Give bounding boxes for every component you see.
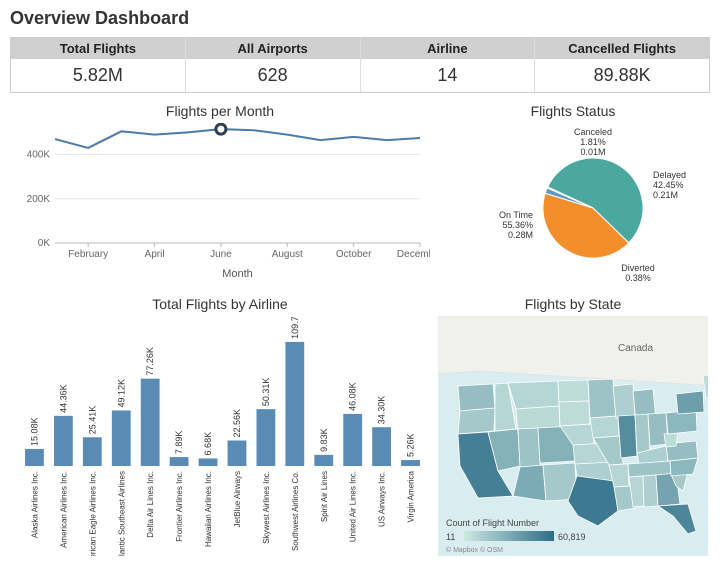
line-chart-title: Flights per Month bbox=[10, 103, 430, 119]
svg-text:Delayed: Delayed bbox=[653, 170, 686, 180]
svg-text:0.28M: 0.28M bbox=[508, 230, 533, 240]
svg-text:77.26K: 77.26K bbox=[145, 347, 155, 376]
svg-text:American Eagle Airlines Inc.: American Eagle Airlines Inc. bbox=[88, 471, 97, 556]
kpi-all-airports: All Airports 628 bbox=[186, 38, 361, 92]
svg-text:Spirit Air Lines: Spirit Air Lines bbox=[320, 471, 329, 522]
svg-text:55.36%: 55.36% bbox=[502, 220, 533, 230]
kpi-row: Total Flights 5.82M All Airports 628 Air… bbox=[10, 37, 710, 93]
svg-text:Month: Month bbox=[222, 268, 253, 280]
page-title: Overview Dashboard bbox=[10, 8, 710, 29]
svg-text:On Time: On Time bbox=[499, 210, 533, 220]
svg-text:0K: 0K bbox=[38, 238, 51, 249]
svg-text:United Air Lines Inc.: United Air Lines Inc. bbox=[349, 471, 358, 542]
svg-text:109.78K: 109.78K bbox=[290, 316, 300, 339]
svg-text:Delta Air Lines Inc.: Delta Air Lines Inc. bbox=[146, 471, 155, 538]
svg-text:6.68K: 6.68K bbox=[203, 432, 213, 456]
pie-chart-title: Flights Status bbox=[438, 103, 708, 119]
svg-text:Frontier Airlines Inc.: Frontier Airlines Inc. bbox=[175, 471, 184, 542]
kpi-value: 14 bbox=[361, 59, 535, 92]
svg-text:American Airlines Inc.: American Airlines Inc. bbox=[59, 471, 68, 548]
svg-text:7.89K: 7.89K bbox=[174, 431, 184, 455]
kpi-value: 5.82M bbox=[11, 59, 185, 92]
kpi-total-flights: Total Flights 5.82M bbox=[11, 38, 186, 92]
svg-text:Canceled: Canceled bbox=[574, 127, 612, 137]
svg-text:5.26K: 5.26K bbox=[406, 434, 416, 458]
svg-text:9.83K: 9.83K bbox=[319, 428, 329, 452]
svg-text:Count of Flight Number: Count of Flight Number bbox=[446, 518, 539, 528]
svg-text:Alaska Airlines Inc.: Alaska Airlines Inc. bbox=[30, 471, 39, 538]
bar-chart-title: Total Flights by Airline bbox=[10, 296, 430, 312]
svg-text:50.31K: 50.31K bbox=[261, 378, 271, 407]
svg-text:49.12K: 49.12K bbox=[116, 379, 126, 408]
kpi-label: Total Flights bbox=[11, 38, 185, 59]
map-chart-title: Flights by State bbox=[438, 296, 708, 312]
svg-text:October: October bbox=[336, 249, 372, 260]
kpi-airline: Airline 14 bbox=[361, 38, 536, 92]
svg-text:December: December bbox=[397, 249, 430, 260]
svg-text:46.08K: 46.08K bbox=[348, 382, 358, 411]
svg-text:June: June bbox=[210, 249, 232, 260]
line-chart[interactable]: Flights per Month 0K 200K 400K February Apri… bbox=[10, 103, 430, 288]
svg-text:0.38%: 0.38% bbox=[625, 273, 651, 283]
svg-text:Atlantic Southeast Airlines: Atlantic Southeast Airlines bbox=[117, 471, 126, 556]
svg-text:Skywest Airlines Inc.: Skywest Airlines Inc. bbox=[262, 471, 271, 544]
kpi-label: All Airports bbox=[186, 38, 360, 59]
svg-text:0.21M: 0.21M bbox=[653, 190, 678, 200]
svg-text:Hawaiian Airlines Inc.: Hawaiian Airlines Inc. bbox=[204, 471, 213, 547]
svg-text:1.81%: 1.81% bbox=[580, 137, 606, 147]
kpi-cancelled: Cancelled Flights 89.88K bbox=[535, 38, 709, 92]
svg-text:400K: 400K bbox=[27, 150, 51, 161]
svg-text:US Airways Inc.: US Airways Inc. bbox=[378, 471, 387, 527]
kpi-value: 89.88K bbox=[535, 59, 709, 92]
map-chart[interactable]: Flights by State Canada Count of Flight N… bbox=[438, 296, 708, 561]
svg-text:Southwest Airlines Co.: Southwest Airlines Co. bbox=[291, 471, 300, 551]
svg-text:11: 11 bbox=[446, 532, 455, 542]
svg-text:60,819: 60,819 bbox=[558, 532, 586, 542]
pie-chart[interactable]: Flights Status Canceled1.81%0.01M Delayed… bbox=[438, 103, 708, 288]
svg-text:44.36K: 44.36K bbox=[58, 384, 68, 413]
svg-text:April: April bbox=[145, 249, 165, 260]
svg-text:February: February bbox=[68, 249, 108, 260]
svg-text:© Mapbox © OSM: © Mapbox © OSM bbox=[446, 546, 503, 554]
kpi-label: Airline bbox=[361, 38, 535, 59]
kpi-value: 628 bbox=[186, 59, 360, 92]
svg-text:22.56K: 22.56K bbox=[232, 409, 242, 438]
svg-text:34.30K: 34.30K bbox=[377, 396, 387, 425]
svg-text:15.08K: 15.08K bbox=[29, 417, 39, 446]
svg-text:0.01M: 0.01M bbox=[580, 147, 605, 157]
kpi-label: Cancelled Flights bbox=[535, 38, 709, 59]
svg-text:Diverted: Diverted bbox=[621, 263, 655, 273]
svg-text:42.45%: 42.45% bbox=[653, 180, 684, 190]
svg-text:25.41K: 25.41K bbox=[87, 406, 97, 435]
bar-chart[interactable]: Total Flights by Airline 15.08K Alaska Ai… bbox=[10, 296, 430, 561]
svg-text:Canada: Canada bbox=[618, 343, 653, 354]
svg-text:200K: 200K bbox=[27, 194, 51, 205]
svg-text:Virgin America: Virgin America bbox=[407, 470, 416, 522]
svg-text:August: August bbox=[272, 249, 303, 260]
svg-text:JetBlue Airways: JetBlue Airways bbox=[233, 471, 242, 527]
